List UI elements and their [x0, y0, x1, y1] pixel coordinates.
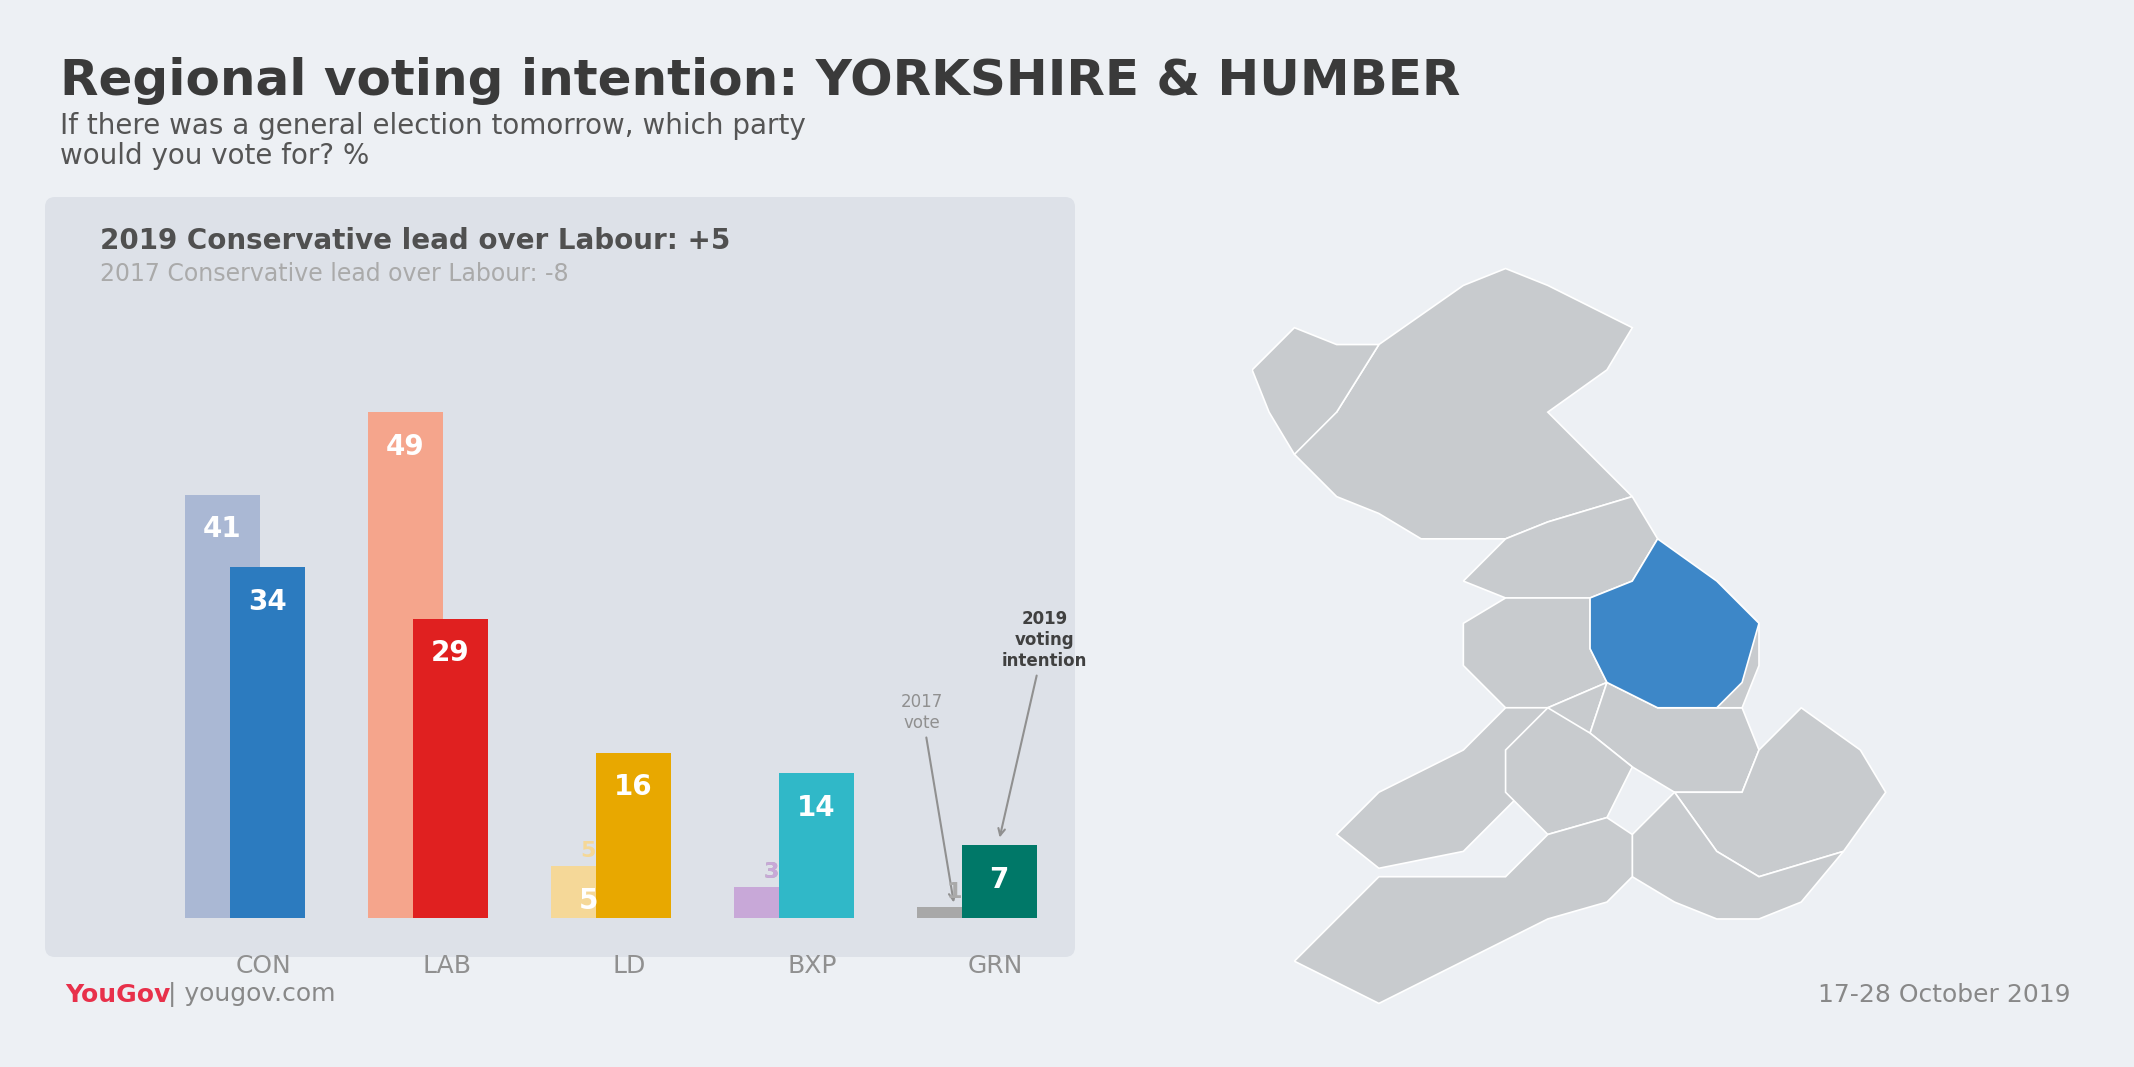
Bar	[412, 619, 489, 918]
Bar	[595, 752, 670, 918]
Text: CON: CON	[237, 954, 292, 977]
FancyBboxPatch shape	[45, 197, 1076, 957]
Text: would you vote for? %: would you vote for? %	[60, 142, 369, 170]
Text: 5: 5	[580, 841, 595, 861]
Text: BXP: BXP	[787, 954, 837, 977]
Text: 29: 29	[431, 639, 469, 667]
Bar	[186, 495, 260, 918]
Text: 34: 34	[248, 588, 286, 616]
Bar	[779, 774, 854, 918]
Bar	[551, 866, 625, 918]
Polygon shape	[1253, 328, 1379, 455]
Text: 5: 5	[578, 887, 598, 914]
Polygon shape	[1633, 792, 1844, 919]
Polygon shape	[1675, 707, 1886, 877]
Bar	[367, 412, 444, 918]
Polygon shape	[1590, 539, 1758, 707]
Polygon shape	[1507, 707, 1633, 834]
Text: LAB: LAB	[423, 954, 472, 977]
Text: 3: 3	[764, 861, 779, 881]
Text: 49: 49	[386, 433, 425, 461]
Text: 3: 3	[764, 861, 779, 881]
Polygon shape	[1336, 683, 1607, 869]
Polygon shape	[1716, 582, 1758, 707]
Text: 2017
vote: 2017 vote	[901, 694, 956, 901]
Text: GRN: GRN	[967, 954, 1022, 977]
Text: Regional voting intention: YORKSHIRE & HUMBER: Regional voting intention: YORKSHIRE & H…	[60, 57, 1460, 105]
Bar	[734, 887, 809, 918]
Text: 7: 7	[990, 866, 1009, 894]
Text: 2019
voting
intention: 2019 voting intention	[999, 610, 1088, 835]
Text: 1: 1	[947, 882, 962, 902]
Bar	[230, 567, 305, 918]
Polygon shape	[1590, 683, 1758, 792]
Text: 2019 Conservative lead over Labour: +5: 2019 Conservative lead over Labour: +5	[100, 227, 730, 255]
Bar	[918, 907, 992, 918]
Bar	[962, 845, 1037, 918]
Text: YouGov: YouGov	[64, 983, 171, 1007]
Polygon shape	[1295, 269, 1633, 539]
Text: If there was a general election tomorrow, which party: If there was a general election tomorrow…	[60, 112, 807, 140]
Text: 16: 16	[615, 774, 653, 801]
Text: 14: 14	[796, 794, 834, 822]
Text: LD: LD	[612, 954, 647, 977]
Polygon shape	[1464, 496, 1658, 598]
Text: | yougov.com: | yougov.com	[160, 982, 335, 1007]
Text: 41: 41	[203, 515, 241, 543]
Text: 17-28 October 2019: 17-28 October 2019	[1818, 983, 2070, 1007]
Polygon shape	[1464, 598, 1607, 707]
Polygon shape	[1295, 817, 1633, 1003]
Text: 2017 Conservative lead over Labour: -8: 2017 Conservative lead over Labour: -8	[100, 262, 568, 286]
